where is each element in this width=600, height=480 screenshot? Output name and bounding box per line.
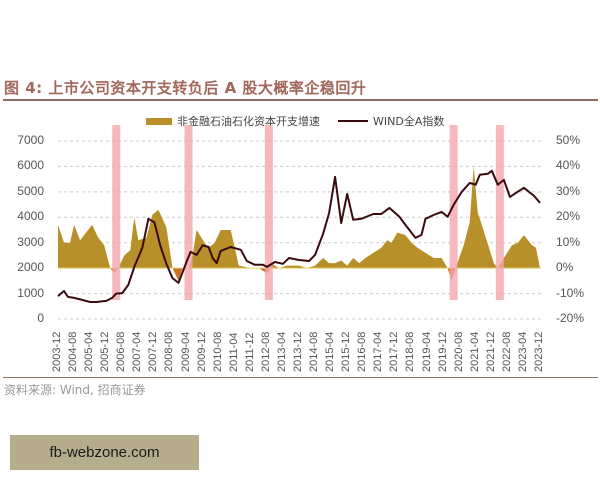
x-axis-tick: 2003-12 — [51, 331, 63, 372]
watermark-text: fb-webzone.com — [49, 444, 160, 461]
legend-label-wind: WIND全A指数 — [373, 115, 445, 128]
left-axis-tick: 7000 — [17, 133, 44, 147]
right-axis-tick: 40% — [556, 158, 581, 173]
x-axis-tick: 2016-08 — [356, 331, 369, 372]
x-axis-tick: 2009-04 — [179, 331, 192, 372]
x-axis-tick: 2011-12 — [243, 332, 256, 372]
right-axis-tick: -10% — [556, 285, 585, 300]
left-axis-tick: 6000 — [17, 158, 44, 173]
recession-shade — [449, 125, 458, 300]
left-axis-tick: 1000 — [17, 285, 44, 300]
x-axis-tick: 2009-12 — [195, 331, 208, 372]
x-axis-tick: 2010-08 — [211, 331, 224, 372]
x-axis-tick: 2021-12 — [484, 331, 497, 372]
x-axis-tick: 2019-04 — [420, 331, 433, 372]
x-axis-tick: 2007-12 — [147, 331, 160, 372]
left-axis-tick: 4000 — [17, 209, 44, 224]
x-axis-tick: 2012-08 — [259, 331, 272, 372]
x-axis-tick: 2018-08 — [404, 331, 417, 372]
legend-swatch-area — [146, 117, 172, 125]
x-axis-tick: 2014-08 — [308, 331, 321, 372]
legend-swatch-line — [338, 120, 368, 122]
watermark-box: fb-webzone.com — [10, 435, 199, 470]
right-axis-tick: 20% — [556, 209, 581, 224]
x-axis-tick: 2017-12 — [388, 331, 401, 372]
wind-index-line — [57, 169, 541, 303]
legend-item-capex: 非金融石油石化资本开支增速 — [146, 113, 320, 129]
x-axis-tick: 2013-04 — [275, 331, 288, 372]
x-axis-tick: 2020-08 — [452, 331, 465, 372]
source-divider — [3, 377, 598, 378]
x-axis-tick: 2008-08 — [163, 331, 176, 372]
recession-shade — [112, 125, 121, 300]
recession-shade — [184, 125, 193, 300]
capex-area-negative — [58, 268, 540, 281]
left-axis-tick: 2000 — [17, 260, 44, 275]
x-axis-tick: 2004-08 — [67, 331, 80, 372]
x-axis-tick: 2021-04 — [468, 331, 481, 372]
x-axis-tick: 2007-04 — [131, 331, 144, 372]
right-axis-tick: -20% — [556, 311, 585, 325]
source-note: 资料来源: Wind, 招商证券 — [4, 383, 146, 397]
x-axis-tick: 2023-12 — [533, 331, 545, 372]
x-axis-tick: 2023-04 — [516, 331, 529, 372]
left-axis-tick: 0 — [37, 311, 44, 325]
title-divider — [3, 99, 598, 101]
figure-title: 图 4: 上市公司资本开支转负后 A 股大概率企稳回升 — [4, 79, 367, 97]
recession-shade — [495, 125, 504, 300]
x-axis-tick: 2019-12 — [436, 331, 449, 372]
x-axis-tick: 2017-04 — [372, 331, 385, 372]
x-axis-tick: 2005-12 — [99, 331, 112, 372]
legend-item-wind: WIND全A指数 — [338, 113, 444, 129]
right-axis-tick: 0% — [556, 260, 574, 275]
legend-label-capex: 非金融石油石化资本开支增速 — [177, 115, 320, 128]
x-axis-tick: 2011-04 — [227, 332, 240, 372]
chart-legend: 非金融石油石化资本开支增速 WIND全A指数 — [0, 113, 600, 129]
right-axis-tick: 50% — [556, 133, 581, 147]
left-axis-tick: 3000 — [17, 234, 44, 249]
x-axis-tick: 2015-04 — [324, 331, 337, 372]
x-axis-tick: 2005-04 — [83, 331, 96, 372]
x-axis-tick: 2022-08 — [500, 331, 513, 372]
x-axis-tick: 2015-12 — [340, 331, 353, 372]
right-axis-tick: 10% — [556, 234, 581, 249]
x-axis-tick: 2006-08 — [115, 331, 128, 372]
right-axis-tick: 30% — [556, 183, 581, 198]
x-axis-tick: 2013-12 — [292, 331, 304, 372]
recession-shade — [264, 125, 273, 300]
capex-area-positive — [58, 166, 540, 269]
left-axis-tick: 5000 — [17, 183, 44, 198]
